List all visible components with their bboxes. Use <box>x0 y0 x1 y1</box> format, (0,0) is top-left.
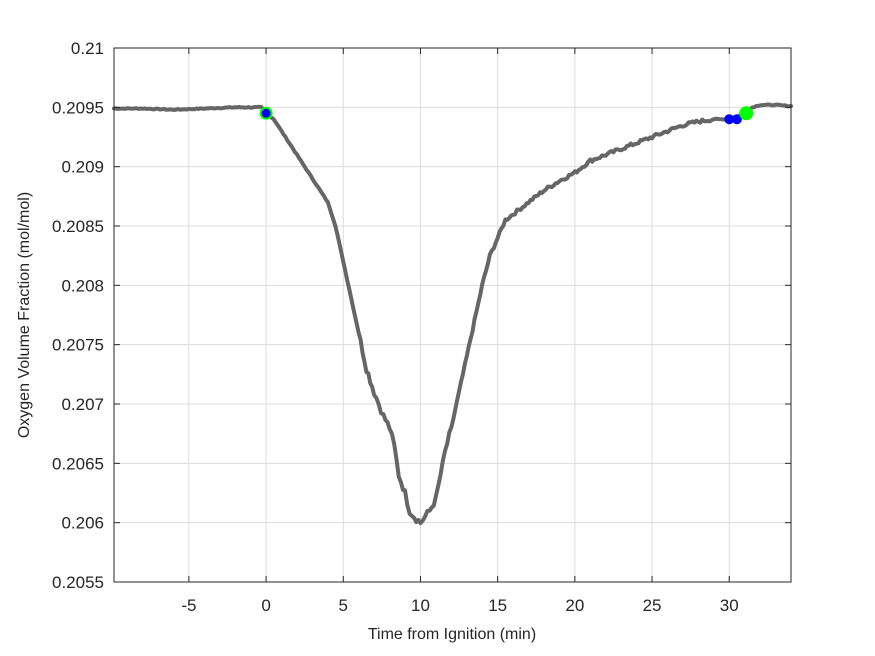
y-tick-label: 0.2065 <box>52 454 104 473</box>
o2-line <box>112 102 793 526</box>
x-tick-label: 5 <box>339 596 348 615</box>
x-tick-label: 10 <box>411 596 430 615</box>
x-tick-label: 0 <box>261 596 270 615</box>
y-tick-label: 0.2085 <box>52 217 104 236</box>
start-marker <box>259 106 273 120</box>
x-tick-label: -5 <box>181 596 196 615</box>
y-tick-label: 0.208 <box>61 276 104 295</box>
end-marker <box>724 114 735 125</box>
tick-marks <box>114 47 791 583</box>
y-axis-label: Oxygen Volume Fraction (mol/mol) <box>16 192 33 438</box>
x-tick-label: 30 <box>720 596 739 615</box>
x-tick-label: 25 <box>643 596 662 615</box>
y-tick-label: 0.207 <box>61 395 104 414</box>
x-tick-label: 20 <box>565 596 584 615</box>
markers <box>259 106 754 125</box>
grid <box>114 47 791 583</box>
y-tick-labels: 0.2055 0.206 0.2065 0.207 0.2075 0.208 0.2085 0… <box>52 39 104 592</box>
y-tick-label: 0.2095 <box>52 98 104 117</box>
y-tick-label: 0.206 <box>61 514 104 533</box>
y-tick-label: 0.21 <box>71 39 104 58</box>
end-point-marker <box>739 106 754 121</box>
y-tick-label: 0.2075 <box>52 336 104 355</box>
data-series <box>112 102 793 526</box>
x-axis-label: Time from Ignition (min) <box>368 626 536 643</box>
y-tick-label: 0.2055 <box>52 573 104 592</box>
plot-frame <box>113 47 792 583</box>
y-tick-label: 0.209 <box>61 158 104 177</box>
x-tick-label: 15 <box>488 596 507 615</box>
x-tick-labels: -5 0 5 10 15 20 25 30 <box>181 596 738 615</box>
end-marker <box>731 114 742 125</box>
